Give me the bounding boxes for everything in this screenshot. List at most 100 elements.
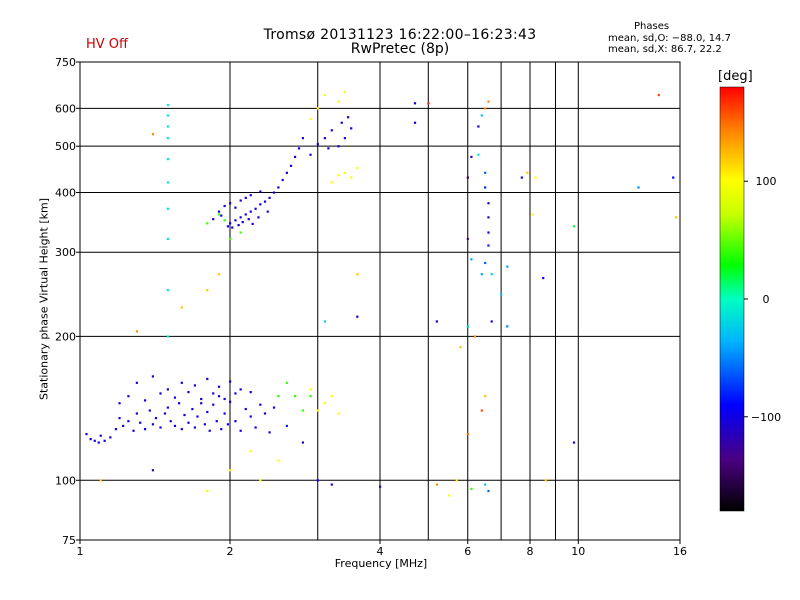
- data-point: [346, 116, 350, 119]
- colorbar-tick-label: 100: [756, 175, 777, 188]
- data-point: [484, 107, 487, 110]
- data-point: [413, 121, 417, 124]
- data-point: [272, 406, 276, 409]
- data-point: [220, 428, 223, 431]
- data-point: [212, 218, 215, 221]
- data-point: [166, 289, 169, 292]
- data-point: [166, 114, 169, 117]
- data-point: [379, 485, 382, 488]
- data-point: [309, 395, 312, 398]
- data-point: [356, 273, 359, 276]
- data-point: [520, 176, 523, 179]
- data-point: [196, 415, 199, 418]
- data-point: [672, 176, 675, 179]
- data-point: [239, 388, 242, 391]
- colorbar-tick-label: 0: [763, 293, 770, 306]
- data-point: [97, 441, 100, 444]
- data-point: [350, 127, 353, 130]
- data-point: [237, 224, 240, 227]
- data-point: [330, 395, 333, 398]
- data-point: [220, 214, 223, 217]
- data-point: [487, 244, 490, 247]
- data-point: [93, 439, 96, 442]
- data-point: [166, 388, 169, 391]
- data-point: [249, 194, 252, 197]
- y-tick-label: 75: [62, 534, 76, 547]
- grid: [79, 61, 681, 541]
- data-point: [316, 107, 319, 110]
- data-point: [480, 114, 483, 117]
- data-point: [268, 431, 271, 434]
- data-point: [229, 202, 232, 205]
- data-point: [187, 421, 190, 424]
- data-point: [206, 377, 209, 381]
- data-point: [166, 158, 169, 161]
- data-point: [455, 479, 458, 482]
- data-point: [135, 381, 138, 384]
- data-point: [180, 381, 183, 384]
- phases-heading: Phases: [634, 21, 670, 32]
- colorbar-unit-label: [deg]: [718, 69, 753, 84]
- data-point: [143, 428, 147, 431]
- data-point: [330, 129, 333, 132]
- data-point: [166, 103, 169, 107]
- data-point: [244, 213, 247, 216]
- data-point: [223, 412, 226, 415]
- data-point: [323, 137, 327, 140]
- data-point: [166, 406, 169, 409]
- colorbar-ticks: 100 0 −100: [744, 175, 781, 424]
- data-point: [229, 469, 232, 472]
- data-point: [229, 222, 232, 225]
- colorbar-tick-label: −100: [751, 411, 781, 424]
- data-point: [249, 450, 252, 453]
- data-point: [259, 203, 262, 206]
- data-point: [268, 196, 271, 199]
- data-point: [259, 403, 262, 406]
- data-point: [487, 100, 490, 103]
- data-point: [572, 441, 576, 444]
- data-point: [316, 143, 319, 146]
- data-point: [330, 181, 333, 184]
- data-point: [231, 226, 234, 229]
- data-point: [85, 432, 88, 436]
- data-point: [316, 409, 319, 412]
- data-point: [350, 176, 353, 179]
- data-point: [151, 423, 155, 426]
- data-point: [343, 137, 347, 140]
- data-point: [506, 325, 509, 328]
- data-point: [285, 424, 288, 428]
- data-point: [674, 216, 678, 219]
- data-point: [143, 399, 147, 402]
- y-tick-label: 200: [55, 330, 76, 343]
- data-point: [343, 171, 347, 174]
- phases-x-mode-stats: mean, sd,X: 86.7, 22.2: [608, 44, 722, 55]
- x-axis-label: Frequency [MHz]: [334, 557, 428, 570]
- data-point: [223, 219, 226, 222]
- data-point: [183, 413, 186, 417]
- data-point: [343, 90, 347, 93]
- data-point: [154, 416, 158, 420]
- data-point: [132, 429, 135, 432]
- data-point: [173, 424, 177, 428]
- data-point: [234, 219, 237, 222]
- data-point: [247, 218, 250, 221]
- data-point: [254, 207, 257, 210]
- chart-subtitle: RwPretec (8p): [350, 41, 450, 57]
- data-point: [277, 186, 280, 189]
- data-point: [217, 210, 221, 213]
- data-point: [337, 412, 340, 415]
- data-point: [193, 384, 197, 387]
- data-point: [118, 416, 121, 420]
- data-point: [239, 429, 242, 432]
- data-point: [251, 222, 254, 226]
- data-point: [159, 426, 162, 429]
- data-point: [534, 176, 537, 179]
- data-point: [301, 441, 305, 444]
- data-point: [89, 437, 92, 441]
- data-point: [217, 213, 221, 216]
- data-point: [435, 320, 438, 323]
- data-point: [217, 385, 221, 388]
- data-point: [249, 415, 252, 418]
- data-point: [323, 402, 327, 405]
- data-point: [480, 273, 483, 276]
